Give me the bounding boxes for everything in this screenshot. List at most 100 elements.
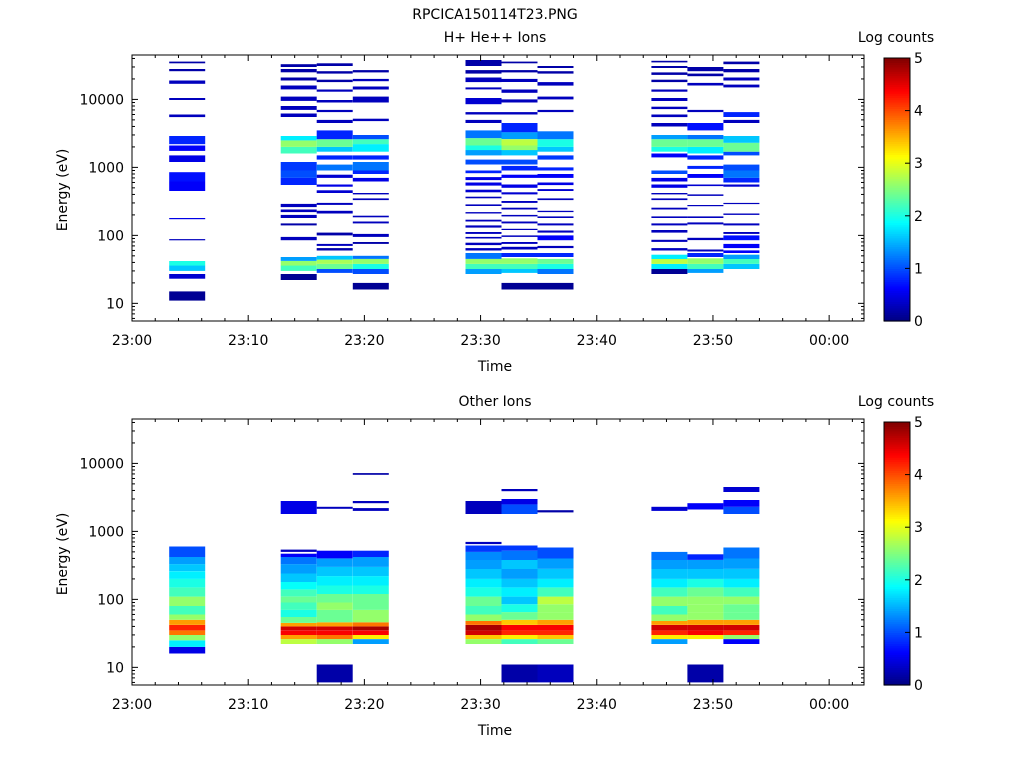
energy-bin xyxy=(316,63,353,66)
colorbar-step xyxy=(884,156,910,160)
energy-bin xyxy=(723,500,760,507)
colorbar-step xyxy=(884,270,910,274)
colorbar-tick-label: 3 xyxy=(914,156,923,172)
colorbar-step xyxy=(884,119,910,123)
energy-bin xyxy=(687,174,724,178)
energy-bin xyxy=(352,242,389,244)
energy-bin xyxy=(169,114,206,118)
energy-bin xyxy=(537,569,574,579)
colorbar-step xyxy=(884,437,910,441)
energy-bin xyxy=(280,596,317,603)
energy-bin xyxy=(352,557,389,567)
energy-bin xyxy=(280,573,317,582)
colorbar-step xyxy=(884,253,910,256)
colorbar-step xyxy=(884,647,910,651)
energy-bin xyxy=(352,170,389,174)
energy-bin xyxy=(465,606,502,615)
energy-bin xyxy=(316,155,353,160)
colorbar-step xyxy=(884,233,910,237)
energy-bin xyxy=(651,66,688,68)
energy-bin xyxy=(280,626,317,631)
colorbar-step xyxy=(884,211,910,215)
colorbar-step xyxy=(884,217,910,221)
energy-bin xyxy=(651,569,688,579)
energy-bin xyxy=(537,139,574,147)
energy-bin xyxy=(651,223,688,226)
energy-bin xyxy=(687,135,724,140)
colorbar-step xyxy=(884,592,910,596)
x-axis-label: Time xyxy=(477,723,512,739)
energy-bin xyxy=(723,604,760,613)
colorbar-step xyxy=(884,154,910,158)
colorbar-step xyxy=(884,316,910,320)
energy-bin xyxy=(316,100,353,103)
energy-bin xyxy=(651,639,688,644)
energy-bin xyxy=(651,560,688,569)
colorbar-step xyxy=(884,114,910,118)
energy-bin xyxy=(465,145,502,151)
colorbar-step xyxy=(884,58,910,61)
colorbar-step xyxy=(884,638,910,642)
energy-bin xyxy=(280,64,317,67)
colorbar-step xyxy=(884,77,910,81)
energy-bin xyxy=(316,243,353,246)
energy-bin xyxy=(537,155,574,160)
colorbar-step xyxy=(884,461,910,465)
colorbar-step xyxy=(884,134,910,138)
colorbar-step xyxy=(884,279,910,283)
colorbar-step xyxy=(884,99,910,103)
colorbar-step xyxy=(884,682,910,686)
colorbar-step xyxy=(884,465,910,469)
energy-bin xyxy=(316,202,353,205)
colorbar-step xyxy=(884,457,910,460)
energy-bin xyxy=(651,207,688,210)
colorbar-step xyxy=(884,518,910,522)
colorbar-step xyxy=(884,645,910,649)
colorbar-step xyxy=(884,277,910,280)
colorbar-tick-label: 4 xyxy=(914,468,923,484)
colorbar-step xyxy=(884,658,910,662)
energy-bin xyxy=(280,140,317,147)
energy-bin xyxy=(465,150,502,156)
energy-bin xyxy=(169,557,206,565)
colorbar-step xyxy=(884,603,910,607)
colorbar-tick-label: 1 xyxy=(914,625,923,641)
energy-bin xyxy=(651,506,688,511)
colorbar-step xyxy=(884,246,910,250)
energy-bin xyxy=(352,70,389,73)
energy-bin xyxy=(465,189,502,193)
energy-bin xyxy=(280,549,317,552)
energy-bin xyxy=(352,566,389,577)
energy-bin xyxy=(723,558,760,569)
colorbar-step xyxy=(884,599,910,603)
energy-bin xyxy=(651,170,688,174)
colorbar-step xyxy=(884,213,910,217)
y-axis-label: Energy (eV) xyxy=(55,149,71,232)
colorbar-step xyxy=(884,123,910,127)
energy-bin xyxy=(501,78,538,82)
energy-bin xyxy=(169,578,206,588)
energy-bin xyxy=(169,625,206,631)
colorbar-step xyxy=(884,90,910,94)
colorbar-step xyxy=(884,196,910,199)
energy-bin xyxy=(723,142,760,152)
colorbar-step xyxy=(884,264,910,267)
energy-bin xyxy=(352,96,389,103)
colorbar-step xyxy=(884,68,910,72)
energy-bin xyxy=(651,263,688,269)
energy-bin xyxy=(316,190,353,193)
energy-bin xyxy=(465,236,502,239)
colorbar-step xyxy=(884,483,910,487)
colorbar: 0 1 2 3 4 5 xyxy=(883,415,923,694)
colorbar-step xyxy=(884,178,910,182)
colorbar-step xyxy=(884,112,910,116)
energy-bin xyxy=(537,167,574,171)
colorbar-step xyxy=(884,93,910,96)
colorbar-step xyxy=(884,470,910,474)
energy-bin xyxy=(316,617,353,623)
energy-bin xyxy=(352,118,389,122)
colorbar-step xyxy=(884,272,910,276)
colorbar-step xyxy=(884,268,910,272)
colorbar-step xyxy=(884,617,910,620)
colorbar-step xyxy=(884,619,910,623)
